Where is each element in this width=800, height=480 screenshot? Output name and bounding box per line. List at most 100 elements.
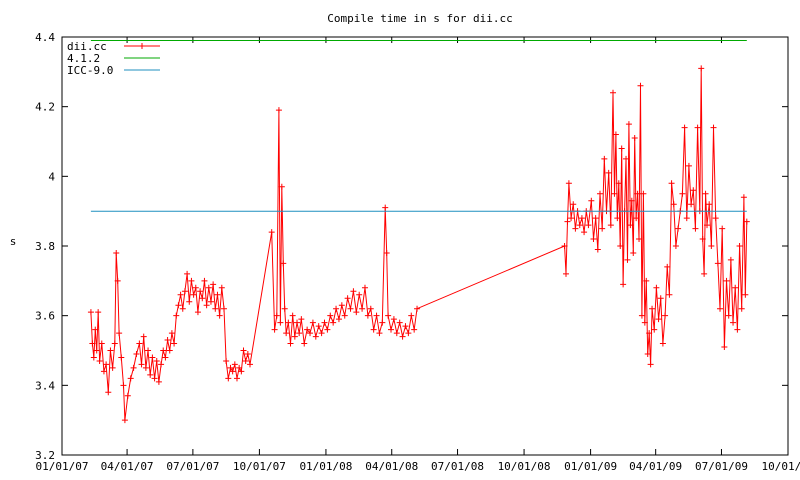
- data-point: [631, 135, 638, 142]
- y-tick-label: 3.8: [35, 240, 55, 253]
- data-point: [168, 330, 175, 337]
- data-point: [149, 354, 156, 361]
- data-point: [114, 277, 121, 284]
- legend-label-dii-cc: dii.cc: [67, 40, 107, 53]
- data-point: [214, 291, 221, 298]
- data-point: [120, 382, 127, 389]
- data-point: [643, 277, 650, 284]
- data-point: [636, 236, 643, 243]
- data-point: [704, 222, 711, 229]
- data-point: [151, 375, 158, 382]
- data-point: [333, 305, 340, 312]
- data-point: [730, 319, 737, 326]
- data-point: [702, 190, 709, 197]
- data-point: [376, 330, 383, 337]
- data-point: [164, 337, 171, 344]
- data-point: [113, 249, 120, 256]
- data-point: [388, 326, 395, 333]
- data-point: [634, 190, 641, 197]
- data-point: [223, 357, 230, 364]
- data-point: [315, 323, 322, 330]
- data-point: [714, 260, 721, 267]
- data-point: [590, 236, 597, 243]
- data-point: [275, 107, 282, 114]
- data-point: [647, 361, 654, 368]
- data-point: [411, 326, 418, 333]
- y-tick-label: 3.2: [35, 449, 55, 462]
- data-point: [408, 312, 415, 319]
- data-point: [611, 190, 618, 197]
- data-point: [184, 270, 191, 277]
- data-point: [367, 305, 374, 312]
- data-point: [294, 319, 301, 326]
- data-point: [304, 326, 311, 333]
- data-point: [289, 312, 296, 319]
- data-point: [199, 295, 206, 302]
- data-point: [592, 215, 599, 222]
- data-point: [247, 361, 254, 368]
- data-point: [205, 284, 212, 291]
- x-tick-label: 01/01/08: [299, 460, 352, 473]
- data-point: [268, 229, 275, 236]
- data-point: [572, 225, 579, 232]
- data-point: [599, 225, 606, 232]
- legend-label-icc-9-0: ICC-9.0: [67, 64, 113, 77]
- data-point: [655, 316, 662, 323]
- data-point: [216, 312, 223, 319]
- data-point: [127, 375, 134, 382]
- data-point: [649, 305, 656, 312]
- legend-marker: [139, 43, 145, 49]
- data-point: [175, 302, 182, 309]
- data-point: [280, 260, 287, 267]
- data-point: [721, 344, 728, 351]
- data-point: [238, 368, 245, 375]
- data-point: [220, 305, 227, 312]
- data-point: [727, 256, 734, 263]
- data-point: [153, 357, 160, 364]
- data-point: [201, 277, 208, 284]
- data-point: [399, 333, 406, 340]
- data-point: [171, 340, 178, 347]
- data-point: [561, 243, 568, 249]
- data-point: [210, 281, 217, 288]
- data-point: [218, 284, 225, 291]
- data-point: [659, 340, 666, 347]
- data-point: [385, 312, 392, 319]
- data-point: [347, 305, 354, 312]
- data-point: [625, 121, 632, 128]
- data-point: [699, 236, 706, 243]
- data-point: [568, 215, 575, 222]
- data-point: [565, 180, 572, 187]
- data-point: [162, 354, 169, 361]
- data-point: [318, 330, 325, 337]
- data-point: [95, 309, 102, 316]
- chart-title: Compile time in s for dii.cc: [327, 12, 512, 25]
- data-point: [710, 124, 717, 131]
- data-point: [133, 350, 140, 357]
- data-point: [732, 284, 739, 291]
- data-point: [87, 309, 94, 316]
- data-point: [344, 295, 351, 302]
- data-point: [338, 302, 345, 309]
- data-point: [147, 371, 154, 378]
- data-point: [186, 298, 193, 305]
- data-point: [393, 330, 400, 337]
- data-point: [296, 330, 303, 337]
- data-point: [227, 364, 234, 371]
- y-tick-label: 4: [48, 170, 55, 183]
- data-point: [281, 305, 288, 312]
- x-tick-label: 07/01/09: [695, 460, 748, 473]
- data-point: [379, 319, 386, 326]
- data-point: [361, 284, 368, 291]
- data-point: [743, 218, 750, 225]
- data-point: [273, 312, 280, 319]
- data-point: [188, 277, 195, 284]
- data-point: [166, 347, 173, 354]
- data-point: [688, 201, 695, 208]
- data-point: [706, 201, 713, 208]
- data-point: [633, 215, 640, 222]
- data-point: [298, 316, 305, 323]
- data-point: [356, 291, 363, 298]
- data-point: [708, 243, 715, 249]
